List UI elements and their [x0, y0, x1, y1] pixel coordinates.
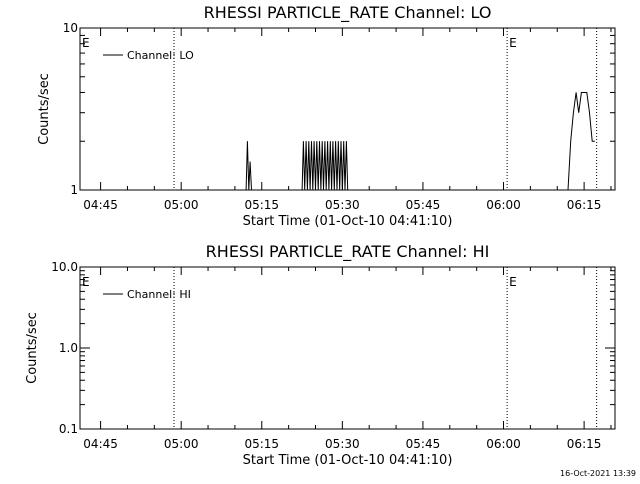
x-tick-label: 05:00 [164, 437, 199, 451]
x-tick-label: 06:15 [567, 437, 602, 451]
x-tick-label: 05:30 [325, 437, 360, 451]
x-tick-label: 06:15 [567, 198, 602, 212]
x-tick-label: 04:45 [83, 437, 118, 451]
x-tick-label: 05:00 [164, 198, 199, 212]
event-marker-label: E [82, 36, 90, 50]
y-tick-label: 1.0 [59, 341, 78, 355]
event-marker-label: E [509, 275, 517, 289]
x-axis-label: Start Time (01-Oct-10 04:41:10) [243, 214, 453, 229]
chart-title: RHESSI PARTICLE_RATE Channel: HI [206, 242, 490, 262]
y-axis-label: Counts/sec [25, 312, 40, 384]
x-tick-label: 05:15 [244, 437, 279, 451]
legend-entry: Channel: LO [127, 49, 194, 62]
y-tick-label: 10 [63, 21, 78, 35]
x-axis-label: Start Time (01-Oct-10 04:41:10) [243, 453, 453, 468]
legend-entry: Channel: HI [127, 288, 191, 301]
y-axis-label: Counts/sec [37, 73, 52, 145]
chart-title: RHESSI PARTICLE_RATE Channel: LO [204, 3, 492, 23]
event-marker-label: E [509, 36, 517, 50]
x-tick-label: 06:00 [486, 437, 521, 451]
series-line-0 [245, 141, 253, 190]
x-tick-label: 05:15 [244, 198, 279, 212]
x-tick-label: 05:45 [406, 198, 441, 212]
y-tick-label: 0.1 [59, 422, 78, 436]
series-line-0 [567, 92, 595, 190]
chart-panel-1: RHESSI PARTICLE_RATE Channel: HI Counts/s… [25, 242, 616, 468]
x-tick-label: 05:30 [325, 198, 360, 212]
event-marker-label: E [82, 275, 90, 289]
x-tick-label: 06:00 [486, 198, 521, 212]
footer-timestamp: 16-Oct-2021 13:39 [560, 469, 636, 478]
y-tick-label: 10.0 [51, 260, 78, 274]
chart-panel-0: RHESSI PARTICLE_RATE Channel: LO Counts/s… [37, 3, 616, 229]
x-tick-label: 04:45 [83, 198, 118, 212]
x-tick-label: 05:45 [406, 437, 441, 451]
y-tick-label: 1 [70, 183, 78, 197]
series-line-0 [301, 141, 350, 190]
